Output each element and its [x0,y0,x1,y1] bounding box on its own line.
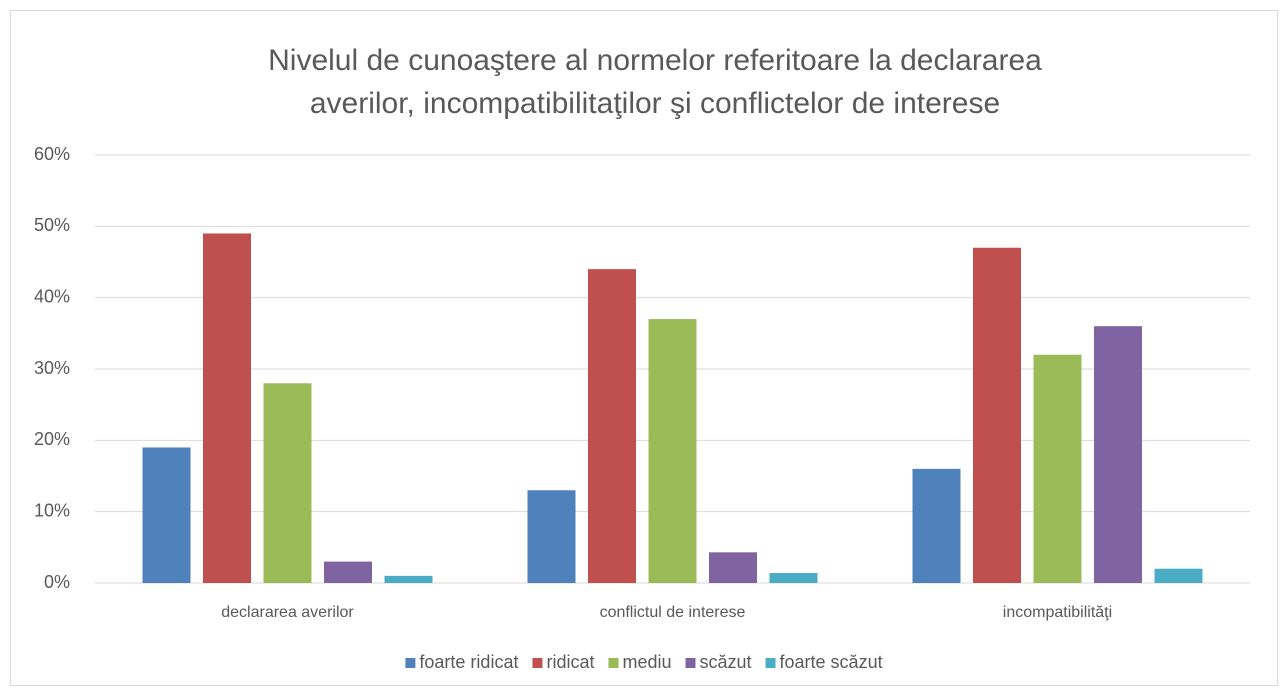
legend-swatch [765,658,776,668]
x-tick-label: declararea averilor [221,604,354,621]
legend-label: foarte scăzut [780,652,883,672]
y-tick-label: 10% [34,500,70,520]
legend-swatch [532,658,543,668]
y-tick-label: 40% [34,286,70,306]
bar [527,490,576,583]
bar [142,447,191,583]
legend-label: ridicat [546,652,594,672]
x-tick-label: conflictul de interese [600,604,746,621]
legend-swatch [685,658,696,668]
y-tick-label: 30% [34,358,70,378]
bar [912,468,961,583]
bar [263,383,312,583]
bar [769,573,818,583]
bar [648,319,697,583]
y-tick-label: 20% [34,429,70,449]
bar [324,561,372,583]
legend-swatch [608,658,619,668]
chart-title: averilor, incompatibilitaţilor şi confli… [310,87,1000,120]
chart-title: Nivelul de cunoaştere al normelor referi… [268,44,1042,77]
bar [203,233,251,583]
legend-label: scăzut [700,652,752,672]
y-tick-label: 50% [34,215,70,235]
bar [384,575,433,583]
bar [1033,354,1082,583]
legend-label: foarte ridicat [419,652,518,672]
x-tick-label: incompatibilităţi [1003,604,1112,621]
bar [973,247,1021,583]
bar [1094,326,1142,583]
y-tick-label: 60% [34,144,70,164]
bar [588,269,636,583]
bar [1154,568,1203,583]
legend-label: mediu [622,652,671,672]
y-tick-label: 0% [44,572,70,592]
bar [709,552,757,583]
legend-swatch [405,658,416,668]
